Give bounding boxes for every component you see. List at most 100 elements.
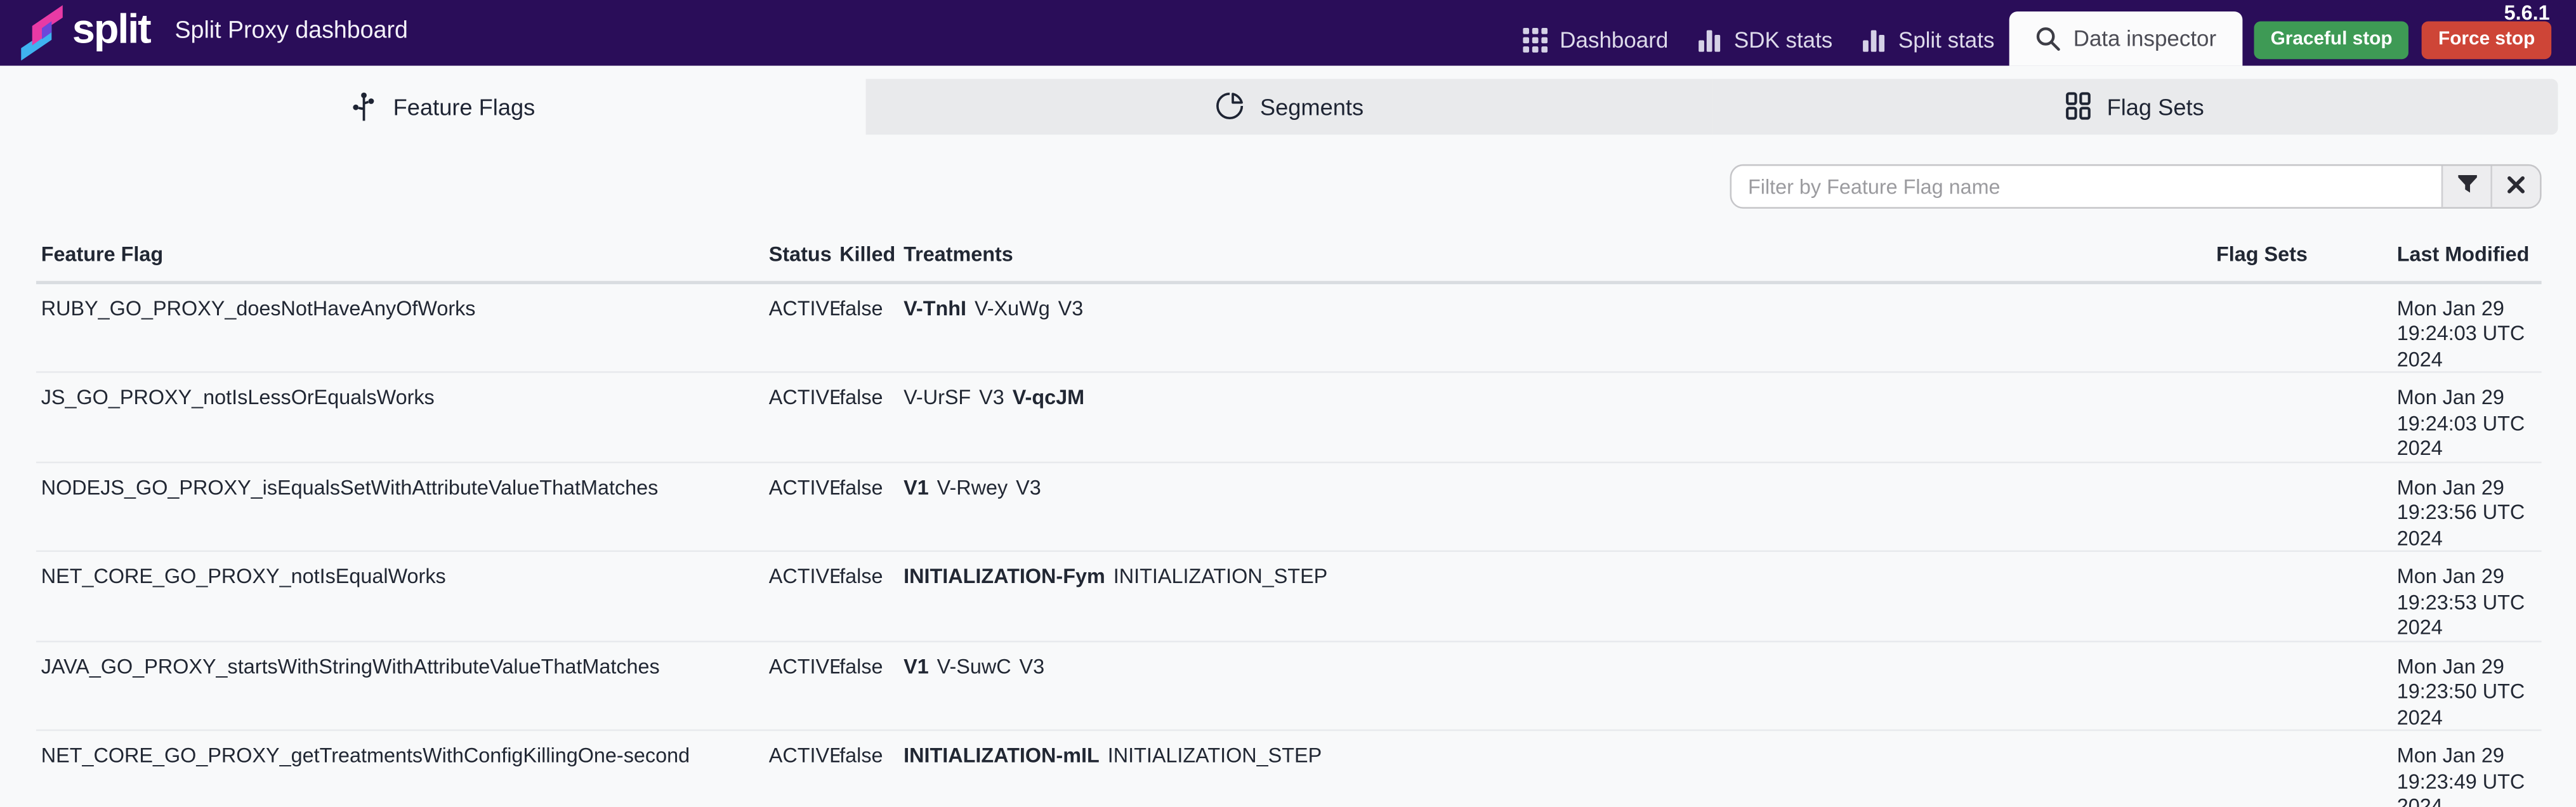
feature-flags-table: Feature Flag Status Killed Treatments Fl… [36,226,2542,807]
last-modified-value: Mon Jan 29 19:23:56 UTC 2024 [2396,475,2525,550]
graceful-stop-button[interactable]: Graceful stop [2254,20,2409,58]
flag-sets-value [2216,552,2397,640]
treatment-value: INITIALIZATION_STEP [1107,744,1322,768]
pie-chart-icon [1214,90,1245,121]
treatments-list: INITIALIZATION-mIL INITIALIZATION_STEP [904,731,2216,807]
col-header-treatments: Treatments [904,243,1013,266]
treatment-value: V-UrSF [904,386,971,409]
treatment-value: V-SuwC [936,654,1011,678]
killed-value: false [839,744,883,768]
tab-label: Feature Flags [393,93,536,119]
nav-item-data-inspector[interactable]: Data inspector [2009,11,2243,66]
col-header-killed: Killed [839,243,896,266]
killed-value: false [839,296,883,320]
clear-filter-button[interactable] [2490,166,2540,207]
treatment-value: V3 [1016,475,1041,499]
top-header-bar: split Split Proxy dashboard Dashboard [0,0,2576,66]
flag-sets-value [2216,284,2397,372]
flag-sets-value [2216,731,2397,807]
status-value: ACTIVE [768,475,840,499]
flag-sets-value [2216,463,2397,551]
tab-label: Flag Sets [2106,93,2204,119]
nav-item-label: Split stats [1898,27,1995,52]
treatments-list: V1 V-Rwey V3 [904,463,2216,551]
feature-flag-name: RUBY_GO_PROXY_doesNotHaveAnyOfWorks [41,296,476,320]
treatment-value: V1 [904,475,929,499]
nav-item-split-stats[interactable]: Split stats [1848,27,2009,52]
col-header-status: Status [768,243,832,266]
treatment-value: V3 [1058,296,1084,320]
status-value: ACTIVE [768,565,840,588]
force-stop-button[interactable]: Force stop [2422,20,2552,58]
col-header-last-modified: Last Modified [2396,243,2530,266]
last-modified-value: Mon Jan 29 19:24:03 UTC 2024 [2396,296,2525,371]
treatment-value: V-qcJM [1012,386,1085,409]
tab-flag-sets[interactable]: Flag Sets [1712,77,2558,134]
search-icon [2035,26,2060,51]
tab-label: Segments [1259,93,1364,119]
nav-item-label: SDK stats [1733,27,1833,52]
grid-3x3-icon [1523,27,1549,52]
table-header-row: Feature Flag Status Killed Treatments Fl… [36,226,2542,284]
status-value: ACTIVE [768,654,840,678]
col-header-feature-flag: Feature Flag [41,243,164,266]
apply-filter-button[interactable] [2441,166,2491,207]
feature-flag-filter-input[interactable] [1732,166,2441,207]
status-value: ACTIVE [768,744,840,768]
last-modified-value: Mon Jan 29 19:24:03 UTC 2024 [2396,386,2525,461]
table-row[interactable]: RUBY_GO_PROXY_doesNotHaveAnyOfWorks ACTI… [36,284,2542,373]
header-nav: Dashboard SDK stats [1509,0,2576,66]
killed-value: false [839,386,883,409]
feature-flag-name: NET_CORE_GO_PROXY_getTreatmentsWithConfi… [41,744,690,768]
killed-value: false [839,565,883,588]
version-label: 5.6.1 [2504,1,2550,25]
col-header-flag-sets: Flag Sets [2216,243,2308,266]
brand-wordmark: split [72,6,152,52]
feature-flags-icon [350,89,378,122]
bar-chart-icon [1862,27,1887,52]
feature-flag-name: JAVA_GO_PROXY_startsWithStringWithAttrib… [41,654,660,678]
treatments-list: INITIALIZATION-Fym INITIALIZATION_STEP [904,552,2216,640]
nav-item-dashboard[interactable]: Dashboard [1509,27,1683,52]
filter-group [1730,164,2542,209]
flag-sets-value [2216,373,2397,461]
table-row[interactable]: NODEJS_GO_PROXY_isEqualsSetWithAttribute… [36,463,2542,553]
feature-flag-name: NET_CORE_GO_PROXY_notIsEqualWorks [41,565,446,588]
section-tabs: Feature Flags Segments Flag Sets [20,77,2558,134]
treatment-value: V-XuWg [974,296,1050,320]
nav-item-sdk-stats[interactable]: SDK stats [1683,27,1848,52]
table-row[interactable]: NET_CORE_GO_PROXY_getTreatmentsWithConfi… [36,731,2542,807]
tab-segments[interactable]: Segments [865,77,1712,134]
table-row[interactable]: JAVA_GO_PROXY_startsWithStringWithAttrib… [36,641,2542,732]
treatment-value: V-TnhI [904,296,967,320]
treatment-value: INITIALIZATION-mIL [904,744,1100,768]
page-title: Split Proxy dashboard [174,18,408,44]
table-row[interactable]: NET_CORE_GO_PROXY_notIsEqualWorks ACTIVE… [36,552,2542,642]
filter-row [0,164,2542,209]
treatments-list: V1 V-SuwC V3 [904,641,2216,730]
treatment-value: INITIALIZATION-Fym [904,565,1105,588]
tab-feature-flags[interactable]: Feature Flags [20,78,865,134]
status-value: ACTIVE [768,296,840,320]
brand: split Split Proxy dashboard [20,5,408,61]
last-modified-value: Mon Jan 29 19:23:49 UTC 2024 [2396,744,2525,807]
grid-2x2-icon [2066,90,2092,121]
table-row[interactable]: JS_GO_PROXY_notIsLessOrEqualsWorks ACTIV… [36,373,2542,463]
feature-flag-name: NODEJS_GO_PROXY_isEqualsSetWithAttribute… [41,475,659,499]
filter-funnel-icon [2455,173,2478,200]
treatment-value: V3 [1019,654,1045,678]
treatments-list: V-TnhI V-XuWg V3 [904,284,2216,372]
last-modified-value: Mon Jan 29 19:23:53 UTC 2024 [2396,565,2525,640]
last-modified-value: Mon Jan 29 19:23:50 UTC 2024 [2396,654,2525,729]
split-logo-icon [21,5,63,61]
nav-item-label: Dashboard [1560,27,1669,52]
killed-value: false [839,654,883,678]
close-x-icon [2506,173,2527,199]
bar-chart-icon [1698,27,1723,52]
treatment-value: V1 [904,654,929,678]
feature-flag-name: JS_GO_PROXY_notIsLessOrEqualsWorks [41,386,435,409]
flag-sets-value [2216,641,2397,730]
nav-item-label: Data inspector [2073,26,2217,51]
killed-value: false [839,475,883,499]
